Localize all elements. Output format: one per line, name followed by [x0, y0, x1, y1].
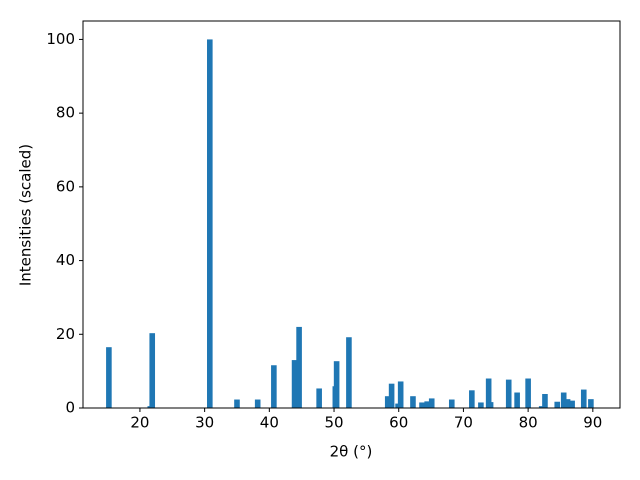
bar — [346, 337, 352, 408]
bar — [469, 390, 475, 408]
y-tick-label: 80 — [56, 104, 75, 122]
bar — [424, 401, 430, 408]
bar — [419, 402, 425, 408]
bar — [485, 378, 492, 408]
bar — [254, 399, 261, 408]
x-tick-label: 30 — [195, 414, 214, 432]
bar — [296, 326, 302, 408]
y-tick-label: 60 — [56, 177, 75, 195]
x-tick-label: 90 — [583, 414, 602, 432]
bar — [560, 392, 567, 408]
x-axis-label: 2θ (°) — [330, 443, 373, 461]
y-axis-label: Intensities (scaled) — [17, 144, 35, 286]
x-tick-label: 20 — [130, 414, 149, 432]
bar — [410, 396, 416, 408]
y-tick-label: 100 — [46, 30, 75, 48]
bar — [588, 399, 594, 408]
bar — [207, 39, 213, 409]
bar — [505, 379, 512, 408]
bar — [487, 402, 494, 408]
x-tick-label: 60 — [389, 414, 408, 432]
bar — [271, 365, 277, 408]
bar — [554, 401, 561, 408]
bar — [291, 360, 298, 408]
bar — [448, 399, 455, 408]
x-tick-label: 40 — [260, 414, 279, 432]
bar — [569, 400, 575, 408]
bar — [316, 388, 322, 408]
bar — [542, 393, 548, 408]
plot-frame — [82, 20, 621, 409]
bar — [388, 383, 395, 408]
x-tick-label: 50 — [324, 414, 343, 432]
bar — [525, 378, 531, 408]
x-tick-label: 80 — [519, 414, 538, 432]
y-tick-label: 0 — [65, 399, 75, 417]
bar — [428, 398, 435, 408]
bar — [564, 399, 571, 408]
y-tick-label: 20 — [56, 325, 75, 343]
x-tick-label: 70 — [454, 414, 473, 432]
bar — [149, 333, 156, 408]
bar — [384, 396, 391, 408]
bar — [514, 392, 520, 408]
y-tick-label: 40 — [56, 251, 75, 269]
bar — [478, 402, 484, 408]
bar — [397, 381, 404, 408]
bar — [333, 361, 340, 408]
bar — [538, 406, 545, 408]
bar — [234, 399, 240, 408]
bar — [580, 389, 587, 408]
bar — [106, 347, 112, 408]
